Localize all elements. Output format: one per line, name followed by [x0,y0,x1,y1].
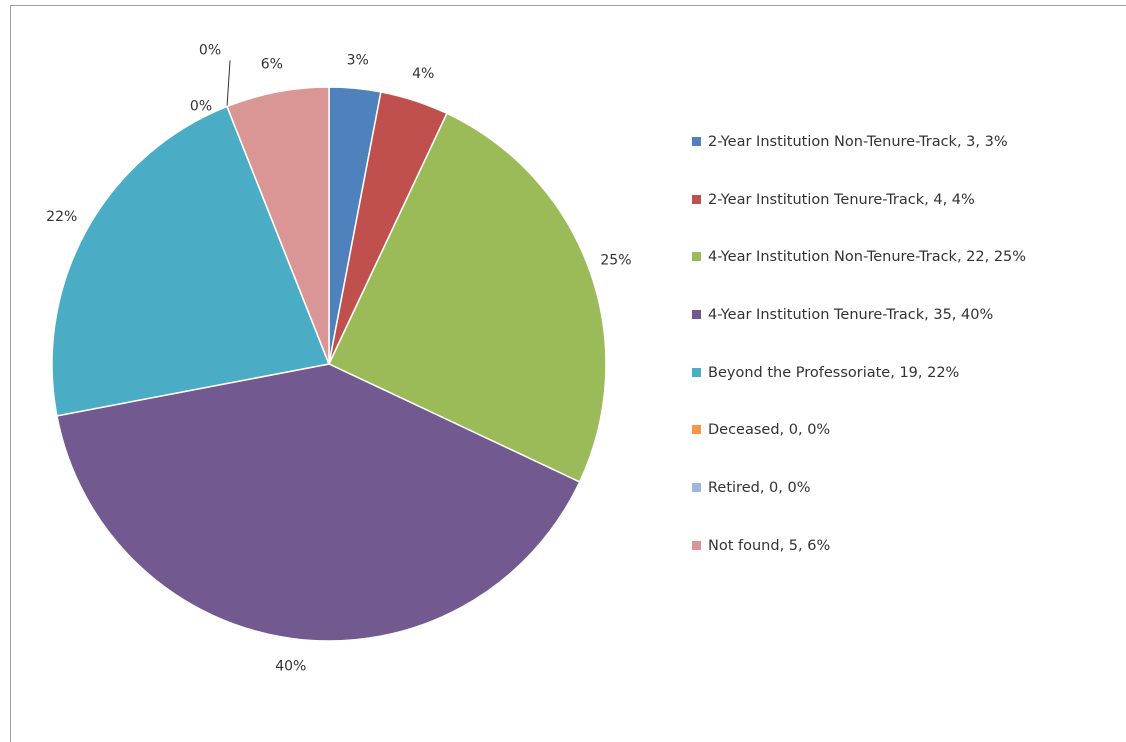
legend-label: Deceased, 0, 0% [708,422,831,439]
legend-swatch [692,194,701,204]
legend-label: Not found, 5, 6% [708,537,831,554]
data-label: 3% [347,52,369,68]
legend-swatch [692,252,701,262]
data-label: 22% [46,209,77,225]
legend: 2-Year Institution Non-Tenure-Track, 3, … [692,132,1080,594]
data-label: 6% [261,56,283,72]
legend-item: 4-Year Institution Tenure-Track, 35, 40% [692,305,1080,363]
legend-label: 4-Year Institution Tenure-Track, 35, 40% [708,307,994,324]
legend-item: Beyond the Professoriate, 19, 22% [692,363,1080,421]
legend-swatch [692,483,701,493]
pie-slice [328,112,607,483]
data-label: 40% [275,659,306,675]
legend-item: 2-Year Institution Non-Tenure-Track, 3, … [692,132,1080,190]
pie-slice [56,363,581,642]
legend-label: Beyond the Professoriate, 19, 22% [708,364,960,381]
data-label: 0% [199,42,221,58]
legend-label: 2-Year Institution Non-Tenure-Track, 3, … [708,134,1008,150]
legend-swatch [692,310,701,320]
legend-label: 2-Year Institution Tenure-Track, 4, 4% [708,191,975,208]
leader-line [226,60,231,107]
legend-swatch [692,425,701,435]
legend-swatch [692,367,701,377]
legend-item: Retired, 0, 0% [692,478,1080,536]
legend-label: 4-Year Institution Non-Tenure-Track, 22,… [708,249,1027,266]
legend-swatch [692,137,701,146]
data-label: 25% [600,253,631,269]
pie-slice [51,105,331,417]
legend-label: Retired, 0, 0% [708,480,811,497]
legend-item: Deceased, 0, 0% [692,420,1080,478]
pie-slice [226,86,330,365]
chart-frame [10,5,1126,742]
legend-item: 4-Year Institution Non-Tenure-Track, 22,… [692,247,1080,305]
legend-item: Not found, 5, 6% [692,536,1080,594]
legend-item: 2-Year Institution Tenure-Track, 4, 4% [692,190,1080,248]
data-label: 0% [190,98,212,114]
legend-swatch [692,540,701,550]
data-label: 4% [412,66,434,82]
